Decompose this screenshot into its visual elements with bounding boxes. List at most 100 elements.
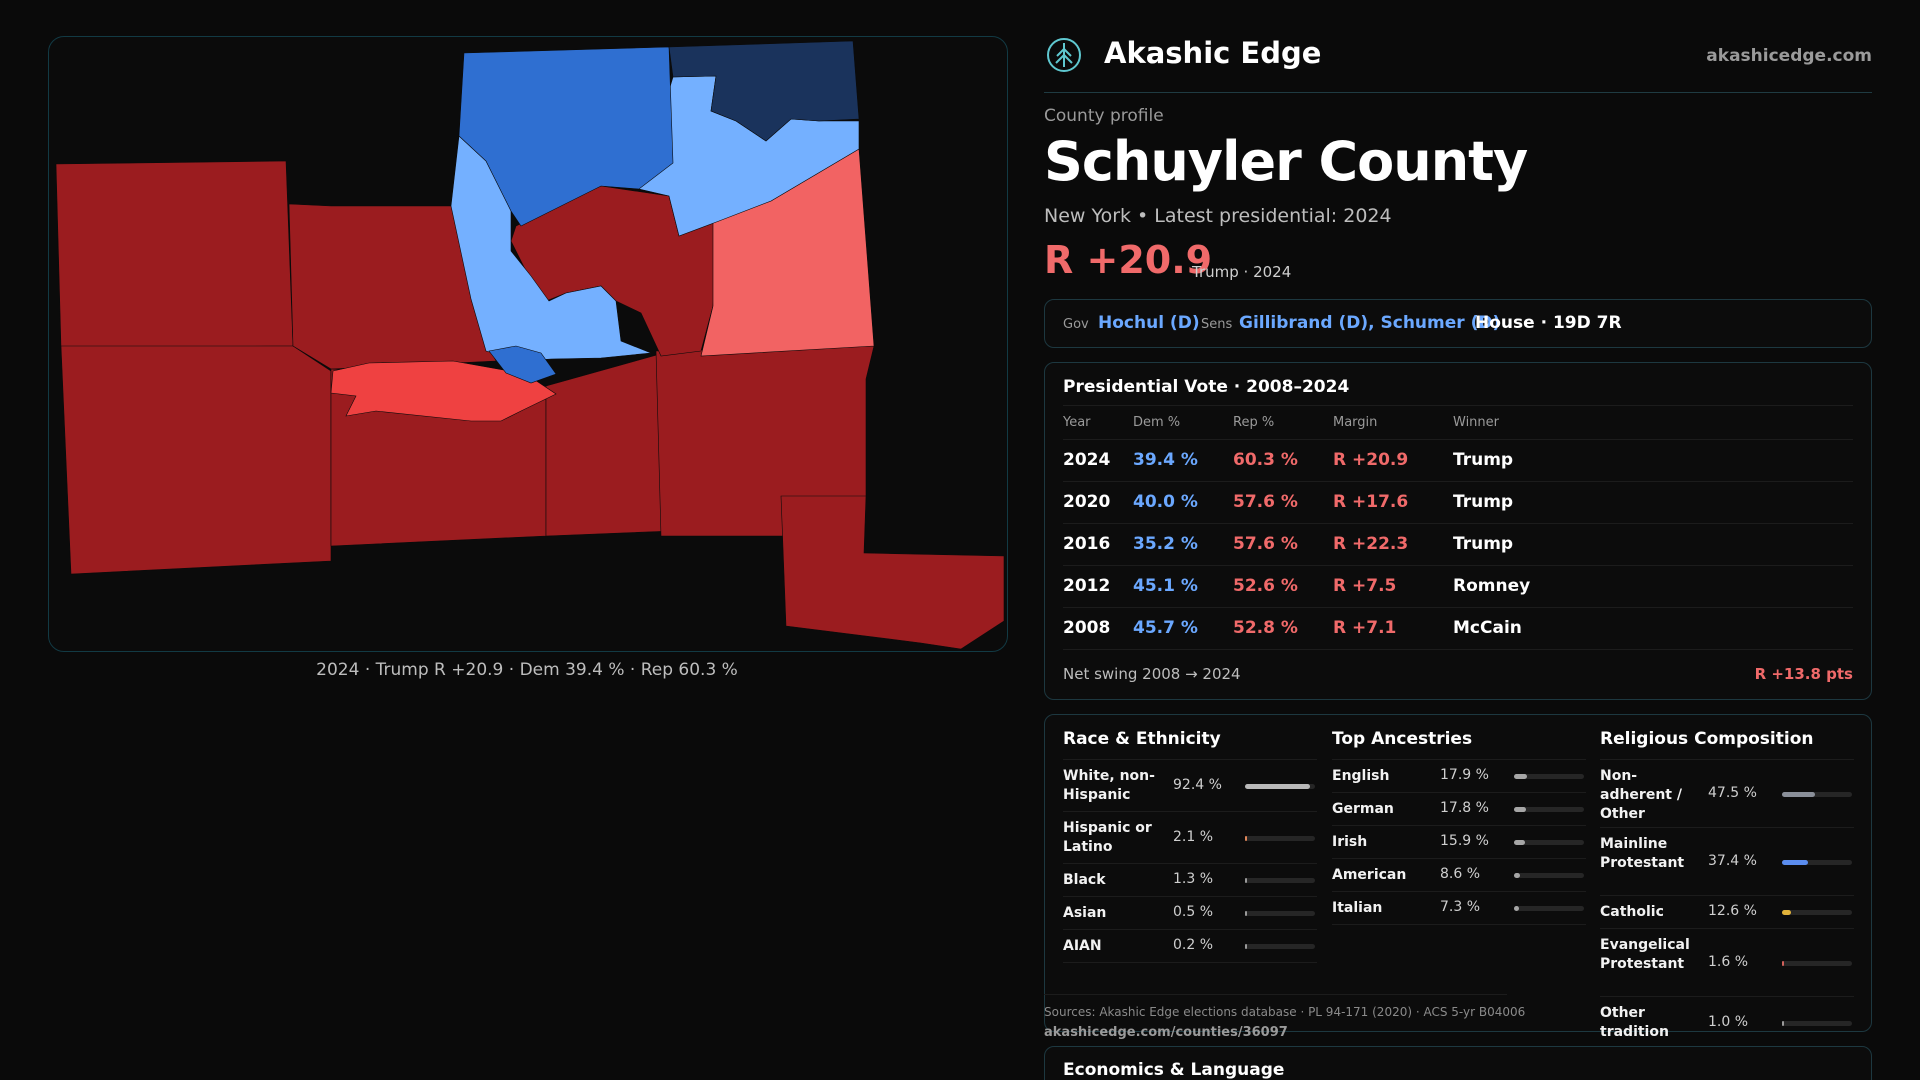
headline-margin-note: Trump · 2024 bbox=[1192, 263, 1292, 281]
precinct-northeast[interactable] bbox=[668, 40, 860, 142]
precinct-south-mid[interactable] bbox=[545, 350, 672, 537]
item-value: 92.4 % bbox=[1173, 776, 1222, 793]
senators-value[interactable]: Gillibrand (D), Schumer (D) bbox=[1239, 313, 1501, 333]
item-label: Catholic bbox=[1600, 904, 1664, 920]
item-label: Other tradition bbox=[1600, 1005, 1669, 1040]
precinct-west-band[interactable] bbox=[330, 360, 557, 422]
economics-card-title: Economics & Language bbox=[1063, 1060, 1285, 1080]
item-bar-track bbox=[1514, 840, 1584, 845]
list-item[interactable]: Hispanic or Latino 2.1 % bbox=[1063, 812, 1317, 864]
officials-bar: Gov Hochul (D) Sens Gillibrand (D), Schu… bbox=[1044, 299, 1872, 348]
table-row[interactable]: 2024 39.4 % 60.3 % R +20.9 Trump bbox=[1063, 440, 1853, 482]
item-value: 1.6 % bbox=[1708, 953, 1749, 970]
religion-section-title: Religious Composition bbox=[1600, 729, 1814, 749]
cell-year: 2012 bbox=[1063, 576, 1111, 596]
list-item[interactable]: AIAN 0.2 % bbox=[1063, 930, 1317, 963]
precinct-small-dem[interactable] bbox=[488, 345, 557, 384]
gov-label: Gov bbox=[1063, 317, 1089, 332]
item-bar-track bbox=[1514, 774, 1584, 779]
cell-dem: 45.1 % bbox=[1133, 576, 1198, 596]
cell-margin: R +22.3 bbox=[1333, 534, 1409, 554]
list-item[interactable]: Non-adherent / Other 47.5 % bbox=[1600, 760, 1854, 828]
table-row[interactable]: 2016 35.2 % 57.6 % R +22.3 Trump bbox=[1063, 524, 1853, 566]
cell-dem: 35.2 % bbox=[1133, 534, 1198, 554]
brand-url-link[interactable]: akashicedge.com bbox=[1706, 46, 1872, 66]
cell-rep: 57.6 % bbox=[1233, 534, 1298, 554]
list-item[interactable]: Catholic 12.6 % bbox=[1600, 896, 1854, 929]
governor-value[interactable]: Hochul (D) bbox=[1098, 313, 1200, 333]
precinct-north[interactable] bbox=[458, 46, 674, 227]
county-precinct-map[interactable] bbox=[49, 37, 1007, 651]
cell-year: 2020 bbox=[1063, 492, 1111, 512]
item-bar-fill bbox=[1782, 791, 1816, 797]
col-header-rep: Rep % bbox=[1233, 415, 1275, 430]
item-label: German bbox=[1332, 801, 1394, 817]
item-bar-fill bbox=[1514, 906, 1520, 911]
item-bar-fill bbox=[1245, 911, 1247, 916]
item-label: Asian bbox=[1063, 905, 1107, 921]
item-value: 7.3 % bbox=[1440, 899, 1481, 915]
item-bar-fill bbox=[1245, 944, 1247, 949]
profile-eyebrow: County profile bbox=[1044, 106, 1164, 126]
table-row[interactable]: 2012 45.1 % 52.6 % R +7.5 Romney bbox=[1063, 566, 1853, 608]
item-bar-track bbox=[1514, 807, 1584, 812]
item-value: 1.0 % bbox=[1708, 1013, 1749, 1030]
item-bar-track bbox=[1782, 960, 1852, 966]
cell-dem: 40.0 % bbox=[1133, 492, 1198, 512]
item-bar-fill bbox=[1782, 910, 1791, 915]
headline-margin: R +20.9 bbox=[1044, 238, 1213, 282]
item-bar-fill bbox=[1245, 783, 1310, 789]
item-bar-track bbox=[1245, 835, 1315, 841]
item-bar-fill bbox=[1245, 878, 1247, 883]
brand-header: Akashic Edge akashicedge.com bbox=[1044, 32, 1872, 93]
col-header-dem: Dem % bbox=[1133, 415, 1181, 430]
cell-year: 2008 bbox=[1063, 618, 1111, 638]
table-row[interactable]: 2020 40.0 % 57.6 % R +17.6 Trump bbox=[1063, 482, 1853, 524]
cell-dem: 39.4 % bbox=[1133, 450, 1198, 470]
item-bar-fill bbox=[1514, 873, 1521, 878]
table-row[interactable]: 2008 45.7 % 52.8 % R +7.1 McCain bbox=[1063, 608, 1853, 650]
sources-url-link[interactable]: akashicedge.com/counties/36097 bbox=[1044, 1025, 1288, 1040]
cell-rep: 52.6 % bbox=[1233, 576, 1298, 596]
list-item[interactable]: White, non-Hispanic 92.4 % bbox=[1063, 760, 1317, 812]
precinct-far-southeast[interactable] bbox=[780, 495, 1005, 650]
item-value: 8.6 % bbox=[1440, 866, 1481, 882]
list-item[interactable]: Other tradition 1.0 % bbox=[1600, 997, 1854, 1049]
list-item[interactable]: German 17.8 % bbox=[1332, 793, 1586, 826]
list-item[interactable]: Black 1.3 % bbox=[1063, 864, 1317, 897]
list-item[interactable]: English 17.9 % bbox=[1332, 760, 1586, 793]
item-label: Irish bbox=[1332, 834, 1368, 850]
cell-rep: 60.3 % bbox=[1233, 450, 1298, 470]
cell-year: 2024 bbox=[1063, 450, 1111, 470]
cell-margin: R +17.6 bbox=[1333, 492, 1409, 512]
item-label: Italian bbox=[1332, 900, 1383, 916]
item-bar-track bbox=[1245, 783, 1315, 789]
item-value: 17.8 % bbox=[1440, 800, 1489, 816]
cell-winner: Romney bbox=[1453, 576, 1531, 596]
demographics-card: Race & Ethnicity White, non-Hispanic 92.4… bbox=[1044, 714, 1872, 1049]
tree-emblem-icon[interactable] bbox=[1046, 37, 1082, 73]
item-value: 17.9 % bbox=[1440, 767, 1489, 783]
precinct-north-corridor[interactable] bbox=[450, 135, 652, 362]
race-ethnicity-section: Race & Ethnicity White, non-Hispanic 92.4… bbox=[1063, 729, 1317, 963]
list-item[interactable]: Asian 0.5 % bbox=[1063, 897, 1317, 930]
precinct-southwest[interactable] bbox=[60, 345, 332, 575]
cell-winner: Trump bbox=[1453, 492, 1514, 512]
county-map-panel[interactable] bbox=[48, 36, 1008, 652]
list-item[interactable]: Italian 7.3 % bbox=[1332, 892, 1586, 925]
item-value: 0.2 % bbox=[1173, 937, 1214, 953]
profile-subtitle: New York • Latest presidential: 2024 bbox=[1044, 205, 1392, 227]
net-swing-label: Net swing 2008 → 2024 bbox=[1063, 665, 1241, 683]
list-item[interactable]: Irish 15.9 % bbox=[1332, 826, 1586, 859]
item-value: 37.4 % bbox=[1708, 852, 1757, 869]
brand-name[interactable]: Akashic Edge bbox=[1104, 36, 1322, 70]
net-swing-value: R +13.8 pts bbox=[1754, 665, 1853, 683]
list-item[interactable]: Mainline Protestant 37.4 % bbox=[1600, 828, 1854, 896]
list-item[interactable]: Evangelical Protestant 1.6 % bbox=[1600, 929, 1854, 997]
sens-label: Sens bbox=[1201, 317, 1233, 332]
precinct-west[interactable] bbox=[55, 160, 294, 349]
item-value: 2.1 % bbox=[1173, 828, 1214, 845]
item-label: Black bbox=[1063, 872, 1106, 888]
list-item[interactable]: American 8.6 % bbox=[1332, 859, 1586, 892]
religion-list: Non-adherent / Other 47.5 % Mainline Prote… bbox=[1600, 759, 1854, 1049]
